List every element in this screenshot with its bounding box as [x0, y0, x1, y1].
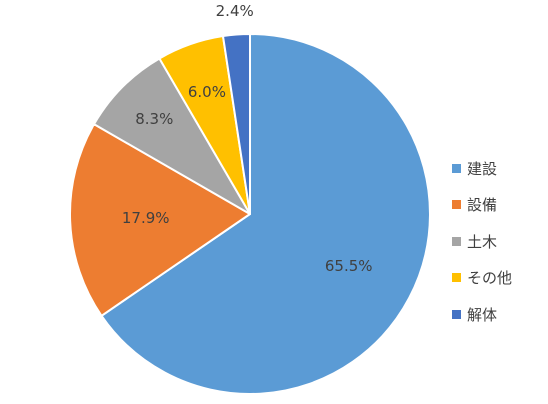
legend-item-other: その他: [452, 260, 542, 297]
legend: 建設 設備 土木 その他 解体: [452, 150, 542, 333]
legend-swatch-equipment: [452, 200, 461, 210]
legend-label-demolition: 解体: [467, 305, 498, 324]
legend-label-other: その他: [467, 269, 513, 288]
legend-item-construction: 建設: [452, 150, 542, 187]
legend-swatch-other: [452, 273, 461, 283]
legend-item-demolition: 解体: [452, 296, 542, 333]
data-label-demolition: 2.4%: [216, 2, 254, 20]
legend-label-civil-engineering: 土木: [467, 232, 498, 251]
pie-slice-construction: [100, 33, 431, 395]
data-label-construction: 65.5%: [325, 257, 373, 275]
data-label-other: 6.0%: [188, 83, 226, 101]
data-label-civil-engineering: 8.3%: [135, 110, 173, 128]
pie-slice-civil-engineering: [93, 57, 251, 215]
legend-item-civil-engineering: 土木: [452, 223, 542, 260]
pie-slice-equipment: [69, 123, 251, 317]
legend-swatch-construction: [452, 163, 461, 173]
legend-item-equipment: 設備: [452, 187, 542, 224]
legend-swatch-civil-engineering: [452, 236, 461, 246]
pie-slice-demolition: [221, 33, 251, 215]
legend-swatch-demolition: [452, 309, 461, 319]
legend-label-equipment: 設備: [467, 196, 498, 215]
data-label-equipment: 17.9%: [122, 209, 170, 227]
legend-label-construction: 建設: [467, 159, 498, 178]
